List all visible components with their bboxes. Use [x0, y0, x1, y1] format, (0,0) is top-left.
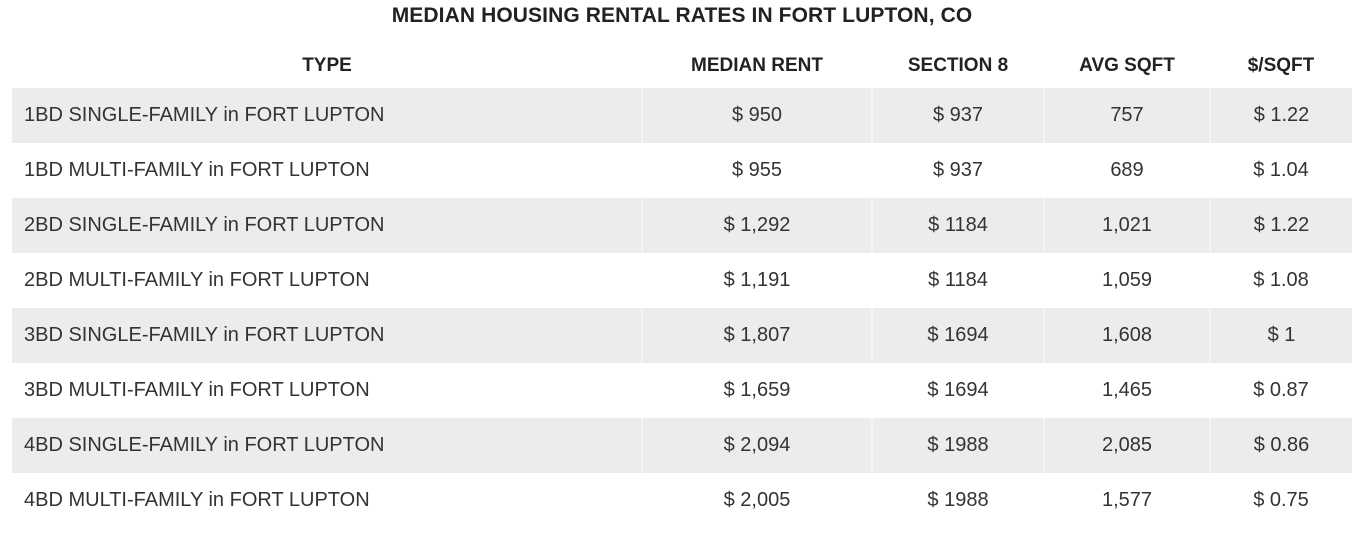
header-median-rent: MEDIAN RENT — [691, 54, 823, 76]
header-section-8: SECTION 8 — [907, 54, 1009, 76]
header-price-per-sqft: $/SQFT — [1247, 54, 1315, 76]
median-rent-cell: $ 1,191 — [723, 269, 791, 291]
type-cell: 1BD MULTI-FAMILY in FORT LUPTON — [24, 159, 370, 181]
price-per-sqft-cell: $ 1.22 — [1209, 88, 1352, 143]
section-8-cell: $ 1988 — [927, 489, 989, 511]
section-8-cell: $ 1694 — [927, 379, 989, 401]
type-cell: 3BD SINGLE-FAMILY in FORT LUPTON — [12, 308, 642, 363]
avg-sqft-cell: 1,608 — [1043, 308, 1210, 363]
type-cell: 1BD SINGLE-FAMILY in FORT LUPTON — [12, 88, 642, 143]
table-row: 3BD MULTI-FAMILY in FORT LUPTON $ 1,659 $ … — [12, 363, 1352, 418]
table-title: MEDIAN HOUSING RENTAL RATES IN FORT LUPT… — [391, 4, 973, 27]
section-8-cell: $ 1184 — [928, 269, 988, 291]
price-per-sqft-cell: $ 0.86 — [1209, 418, 1352, 473]
table-row: 4BD SINGLE-FAMILY in FORT LUPTON $ 2,094 $… — [12, 418, 1352, 473]
avg-sqft-cell: 689 — [1110, 159, 1144, 181]
section-8-cell: $ 1988 — [871, 418, 1044, 473]
avg-sqft-cell: 757 — [1043, 88, 1210, 143]
price-per-sqft-cell: $ 1.22 — [1209, 198, 1352, 253]
price-per-sqft-cell: $ 1 — [1209, 308, 1352, 363]
rental-rates-table: TYPE MEDIAN RENT SECTION 8 AVG SQFT $/SQ… — [12, 43, 1352, 528]
type-cell: 4BD SINGLE-FAMILY in FORT LUPTON — [12, 418, 642, 473]
table-row: 2BD SINGLE-FAMILY in FORT LUPTON $ 1,292 $… — [12, 198, 1352, 253]
avg-sqft-cell: 1,059 — [1101, 269, 1153, 291]
section-8-cell: $ 937 — [932, 159, 984, 181]
avg-sqft-cell: 1,021 — [1043, 198, 1210, 253]
avg-sqft-cell: 1,465 — [1101, 379, 1153, 401]
section-8-cell: $ 937 — [871, 88, 1044, 143]
header-type: TYPE — [302, 54, 352, 76]
header-avg-sqft: AVG SQFT — [1079, 54, 1175, 76]
table-row: 3BD SINGLE-FAMILY in FORT LUPTON $ 1,807 $… — [12, 308, 1352, 363]
avg-sqft-cell: 1,577 — [1101, 489, 1153, 511]
table-body: 1BD SINGLE-FAMILY in FORT LUPTON $ 950 $ 9… — [12, 88, 1352, 528]
price-per-sqft-cell: $ 0.87 — [1253, 379, 1309, 401]
median-rent-cell: $ 2,094 — [641, 418, 872, 473]
table-row: 4BD MULTI-FAMILY in FORT LUPTON $ 2,005 $ … — [12, 473, 1352, 528]
table-row: 2BD MULTI-FAMILY in FORT LUPTON $ 1,191 $ … — [12, 253, 1352, 308]
type-cell: 4BD MULTI-FAMILY in FORT LUPTON — [24, 489, 370, 511]
median-rent-cell: $ 1,659 — [723, 379, 791, 401]
price-per-sqft-cell: $ 1.04 — [1253, 159, 1309, 181]
type-cell: 2BD SINGLE-FAMILY in FORT LUPTON — [12, 198, 642, 253]
median-rent-cell: $ 2,005 — [723, 489, 791, 511]
median-rent-cell: $ 955 — [731, 159, 783, 181]
type-cell: 3BD MULTI-FAMILY in FORT LUPTON — [24, 379, 370, 401]
median-rent-cell: $ 1,292 — [641, 198, 872, 253]
median-rent-cell: $ 1,807 — [641, 308, 872, 363]
table-row: 1BD SINGLE-FAMILY in FORT LUPTON $ 950 $ 9… — [12, 88, 1352, 143]
section-8-cell: $ 1184 — [871, 198, 1044, 253]
header-row: TYPE MEDIAN RENT SECTION 8 AVG SQFT $/SQ… — [12, 43, 1352, 88]
table-row: 1BD MULTI-FAMILY in FORT LUPTON $ 955 $ 93… — [12, 143, 1352, 198]
type-cell: 2BD MULTI-FAMILY in FORT LUPTON — [24, 269, 370, 291]
price-per-sqft-cell: $ 1.08 — [1253, 269, 1309, 291]
section-8-cell: $ 1694 — [871, 308, 1044, 363]
price-per-sqft-cell: $ 0.75 — [1253, 489, 1309, 511]
median-rent-cell: $ 950 — [641, 88, 872, 143]
avg-sqft-cell: 2,085 — [1043, 418, 1210, 473]
